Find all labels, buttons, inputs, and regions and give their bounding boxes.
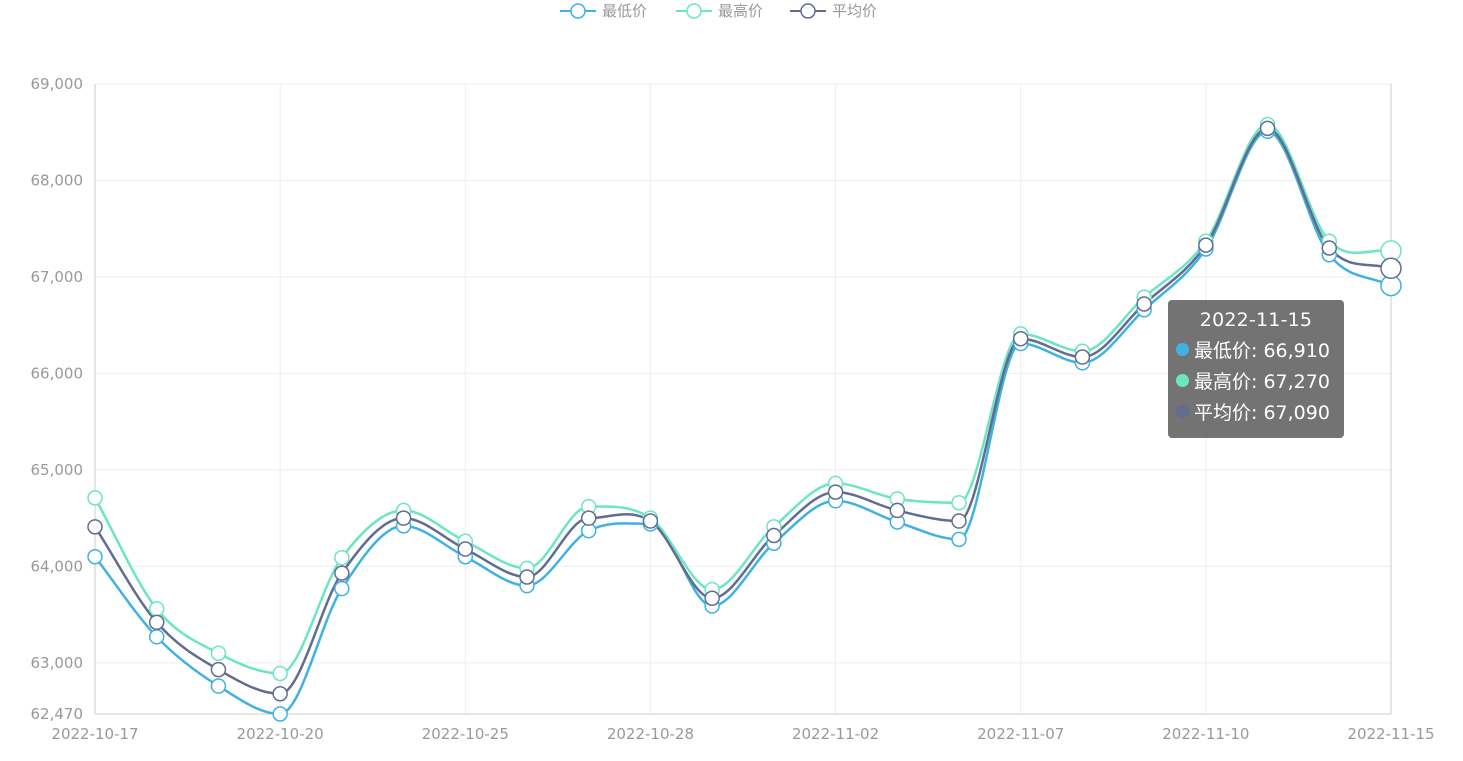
data-point-avg-price bbox=[1380, 257, 1402, 280]
y-tick-label: 63,000 bbox=[31, 654, 84, 672]
legend-item-max[interactable]: 最高价 bbox=[676, 0, 763, 20]
y-tick-label: 67,000 bbox=[31, 268, 84, 286]
data-point-avg-price bbox=[210, 661, 227, 678]
data-point-avg-price bbox=[1321, 240, 1338, 256]
series-dot-icon bbox=[1176, 343, 1189, 356]
tooltip-row-max: 最高价: 67,270 bbox=[1176, 365, 1336, 396]
data-point-avg-price bbox=[519, 569, 535, 585]
tooltip-row-min: 最低价: 66,910 bbox=[1176, 334, 1336, 365]
legend-line-circle-icon bbox=[790, 3, 826, 19]
tooltip-row-text: 最高价: 67,270 bbox=[1194, 371, 1330, 393]
x-tick-label: 2022-10-20 bbox=[237, 725, 324, 743]
data-point-avg-price bbox=[580, 510, 597, 526]
tooltip-row-text: 平均价: 67,090 bbox=[1194, 402, 1330, 424]
x-tick-label: 2022-11-07 bbox=[977, 725, 1064, 743]
data-point-avg-price bbox=[87, 519, 103, 535]
data-point-avg-price bbox=[1259, 120, 1276, 137]
series-dot-icon bbox=[1176, 374, 1189, 387]
data-point-min-price bbox=[272, 706, 288, 722]
y-tick-label: 62,470 bbox=[31, 705, 84, 723]
data-point-max-price bbox=[210, 645, 227, 661]
legend-item-avg[interactable]: 平均价 bbox=[790, 0, 877, 20]
data-point-avg-price bbox=[1012, 330, 1029, 347]
tooltip-row-text: 最低价: 66,910 bbox=[1194, 340, 1330, 362]
data-point-max-price bbox=[148, 601, 165, 617]
series-line-min-price bbox=[94, 130, 1392, 716]
legend-label: 平均价 bbox=[832, 1, 878, 20]
data-point-avg-price bbox=[395, 510, 412, 526]
y-tick-label: 69,000 bbox=[31, 75, 84, 93]
legend-line-circle-icon bbox=[560, 3, 596, 19]
data-point-avg-price bbox=[148, 614, 165, 631]
data-point-avg-price bbox=[889, 502, 906, 519]
data-point-min-price bbox=[87, 548, 103, 565]
chart-legend: 最低价 最高价 平均价 bbox=[0, 0, 1463, 22]
y-tick-label: 65,000 bbox=[31, 461, 84, 479]
data-point-avg-price bbox=[1198, 237, 1214, 253]
data-point-min-price bbox=[210, 678, 227, 694]
data-point-avg-price bbox=[334, 565, 350, 581]
data-point-avg-price bbox=[951, 513, 967, 529]
data-point-max-price bbox=[87, 490, 103, 506]
legend-line-circle-icon bbox=[676, 3, 712, 19]
chart-axes: 62,470 63,000 64,000 65,000 66,000 67,000 68,0… bbox=[31, 75, 1435, 743]
data-point-min-price bbox=[951, 531, 967, 548]
x-tick-label: 2022-10-17 bbox=[51, 725, 138, 743]
chart-series bbox=[87, 116, 1402, 722]
data-point-max-price bbox=[334, 549, 350, 566]
x-tick-label: 2022-11-10 bbox=[1162, 725, 1249, 743]
y-tick-label: 66,000 bbox=[31, 364, 84, 382]
tooltip-row-avg: 平均价: 67,090 bbox=[1176, 396, 1336, 427]
y-tick-label: 64,000 bbox=[31, 557, 84, 575]
data-point-max-price bbox=[951, 494, 967, 511]
data-point-avg-price bbox=[766, 527, 782, 544]
tooltip-title: 2022-11-15 bbox=[1199, 309, 1313, 331]
x-tick-label: 2022-10-28 bbox=[607, 725, 694, 743]
x-tick-label: 2022-11-15 bbox=[1347, 725, 1434, 743]
legend-label: 最低价 bbox=[602, 1, 648, 20]
legend-label: 最高价 bbox=[718, 1, 764, 20]
data-point-avg-price bbox=[1136, 296, 1152, 312]
x-tick-label: 2022-11-02 bbox=[792, 725, 879, 743]
data-point-min-price bbox=[334, 580, 350, 597]
legend-item-min[interactable]: 最低价 bbox=[560, 0, 647, 20]
data-point-avg-price bbox=[827, 484, 844, 500]
data-point-avg-price bbox=[272, 685, 288, 702]
data-point-avg-price bbox=[704, 590, 720, 606]
data-point-min-price bbox=[148, 629, 165, 645]
data-point-avg-price bbox=[642, 513, 659, 529]
data-point-avg-price bbox=[457, 541, 474, 557]
series-dot-icon bbox=[1176, 405, 1189, 418]
x-tick-label: 2022-10-25 bbox=[422, 725, 509, 743]
chart-tooltip: 2022-11-15 最低价: 66,910 最高价: 67,270 平均价: … bbox=[1168, 300, 1344, 438]
data-point-avg-price bbox=[1074, 349, 1091, 365]
data-point-max-price bbox=[272, 665, 288, 682]
y-tick-label: 68,000 bbox=[31, 171, 84, 189]
